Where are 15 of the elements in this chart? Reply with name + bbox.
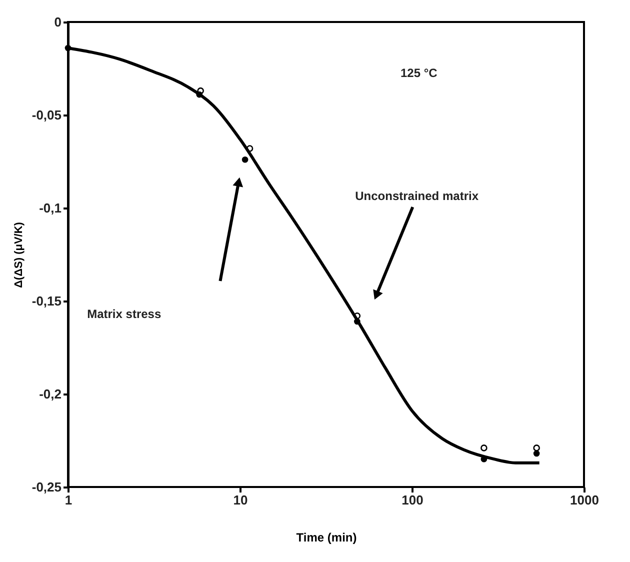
y-tick-label: -0,05 [32,108,62,122]
y-tick-label: -0,25 [32,480,62,494]
x-tick-label: 1 [64,492,72,508]
y-tick-label: -0,2 [39,386,62,402]
y-tick-label: -0,1 [39,200,62,216]
annotation: Unconstrained matrix [355,188,479,203]
annotation: 125 °C [400,66,438,80]
x-tick-label: 1000 [570,492,599,508]
y-tick-label: 0 [54,14,62,30]
x-axis-title: Time (min) [296,530,357,544]
x-tick-label: 100 [402,492,424,508]
y-axis-title: Δ(ΔS) (μV/K) [12,222,25,288]
y-tick-label: -0,15 [32,294,62,308]
annotation: Matrix stress [87,307,162,322]
x-tick-label: 10 [233,492,248,508]
